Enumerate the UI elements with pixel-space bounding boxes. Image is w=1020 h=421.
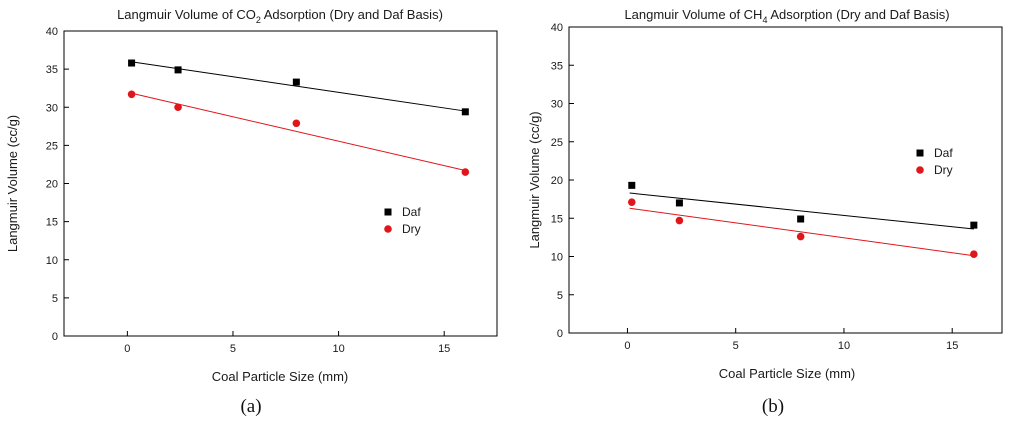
data-point-daf — [628, 181, 636, 189]
legend-marker-daf — [384, 208, 392, 216]
y-tick-label: 5 — [557, 290, 563, 302]
legend-marker-dry — [916, 166, 924, 174]
y-tick-label: 35 — [46, 64, 58, 76]
y-tick-label: 30 — [46, 102, 58, 114]
y-tick-label: 10 — [46, 255, 58, 267]
data-point-daf — [675, 199, 683, 207]
fit-line-daf — [629, 192, 974, 230]
data-point-daf — [461, 108, 469, 116]
data-point-daf — [292, 78, 300, 86]
x-tick-label: 15 — [438, 343, 450, 355]
x-tick-label: 10 — [838, 340, 850, 352]
y-tick-label: 15 — [551, 213, 563, 225]
data-point-daf — [797, 215, 805, 223]
legend-label-dry: Dry — [934, 163, 953, 177]
data-point-dry — [127, 90, 136, 99]
panel-caption: (a) — [240, 396, 261, 417]
legend: Daf Dry — [384, 205, 421, 236]
x-axis-label: Coal Particle Size (mm) — [719, 366, 856, 381]
y-axis-label: Langmuir Volume (cc/g) — [527, 111, 542, 248]
y-tick-label: 35 — [551, 60, 563, 72]
legend-marker-dry — [384, 225, 392, 233]
plot-frame — [568, 26, 1003, 334]
y-tick-label: 0 — [557, 328, 563, 340]
chart-title: Langmuir Volume of CH4 Adsorption (Dry a… — [624, 7, 949, 25]
y-tick-label: 40 — [551, 22, 563, 34]
plot-frame — [63, 30, 498, 337]
data-point-dry — [970, 250, 978, 259]
y-tick-label: 0 — [52, 331, 58, 343]
data-point-daf — [128, 59, 136, 67]
legend-label-daf: Daf — [934, 146, 953, 160]
x-tick-label: 5 — [230, 343, 236, 355]
x-tick-label: 15 — [946, 340, 958, 352]
x-tick-label: 10 — [332, 343, 344, 355]
data-point-dry — [627, 198, 636, 206]
y-axis-label: Langmuir Volume (cc/g) — [5, 115, 20, 252]
data-point-dry — [796, 232, 805, 241]
data-point-dry — [675, 216, 684, 225]
x-tick-label: 5 — [733, 340, 739, 352]
legend: Daf Dry — [916, 146, 953, 177]
data-point-dry — [174, 103, 182, 112]
legend-label-dry: Dry — [402, 222, 421, 236]
y-tick-label: 25 — [46, 140, 58, 152]
chart-panel-b: Langmuir Volume of CH4 Adsorption (Dry a… — [527, 7, 1003, 417]
data-point-daf — [174, 66, 182, 74]
y-tick-label: 5 — [52, 293, 58, 305]
fit-line-daf — [129, 61, 466, 112]
data-point-dry — [461, 168, 470, 176]
x-axis-label: Coal Particle Size (mm) — [212, 369, 349, 384]
data-point-daf — [970, 221, 978, 229]
legend-marker-daf — [916, 149, 924, 157]
y-tick-label: 20 — [551, 175, 563, 187]
y-tick-label: 20 — [46, 179, 58, 191]
y-tick-label: 40 — [46, 26, 58, 38]
x-tick-label: 0 — [124, 343, 130, 355]
panel-caption: (b) — [762, 396, 784, 417]
chart-panel-a: Langmuir Volume of CO2 Adsorption (Dry a… — [5, 7, 498, 417]
chart-title: Langmuir Volume of CO2 Adsorption (Dry a… — [117, 7, 443, 25]
y-tick-label: 25 — [551, 137, 563, 149]
fit-line-dry — [129, 92, 466, 172]
fit-line-dry — [629, 207, 974, 257]
legend-label-daf: Daf — [402, 205, 421, 219]
y-tick-label: 15 — [46, 217, 58, 229]
data-point-dry — [292, 119, 301, 128]
x-tick-label: 0 — [624, 340, 630, 352]
y-tick-label: 30 — [551, 99, 563, 111]
y-tick-label: 10 — [551, 252, 563, 264]
